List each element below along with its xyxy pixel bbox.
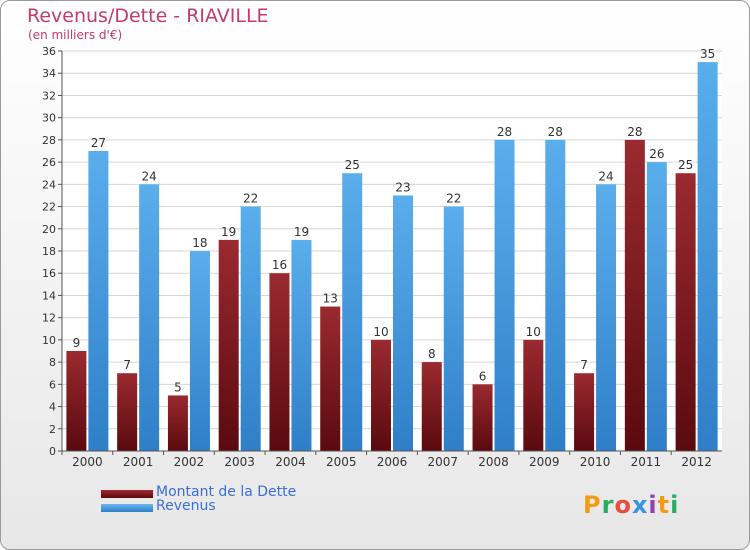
y-tick-label: 10 [42,334,56,347]
revenue-bar [596,184,617,452]
debt-bar [371,339,391,451]
debt-value-label: 9 [73,336,81,350]
debt-bar [574,373,595,451]
y-tick-label: 14 [42,289,56,302]
revenue-bar [393,195,413,451]
revenue-bar [342,173,363,451]
x-tick-label: 2005 [326,455,357,469]
y-tick-label: 8 [49,356,56,369]
revenue-bar [545,139,566,451]
revenue-value-label: 23 [395,180,410,194]
revenue-value-label: 24 [142,169,157,183]
debt-value-label: 13 [323,292,338,306]
revenue-bar [88,151,109,451]
legend-swatch-debt [101,490,153,498]
revenue-value-label: 24 [598,169,613,183]
debt-value-label: 7 [580,358,588,372]
debt-value-label: 10 [373,325,388,339]
debt-bar [218,239,239,451]
x-tick-label: 2008 [478,455,509,469]
y-tick-label: 16 [42,267,56,280]
debt-bar [421,362,442,451]
debt-value-label: 5 [174,380,182,394]
x-tick-label: 2001 [123,455,154,469]
x-tick-label: 2002 [174,455,205,469]
revenue-value-label: 35 [700,47,715,61]
y-tick-label: 32 [42,89,56,102]
debt-value-label: 7 [123,358,131,372]
revenue-value-label: 18 [192,236,207,250]
legend-label-debt: Montant de la Dette [156,484,297,500]
x-tick-label: 2011 [631,455,662,469]
y-tick-label: 34 [42,67,56,80]
x-tick-label: 2010 [580,455,611,469]
y-tick-label: 18 [42,245,56,258]
y-tick-label: 20 [42,223,56,236]
revenue-bar [189,251,210,451]
debt-value-label: 8 [428,347,436,361]
debt-value-label: 10 [526,325,541,339]
y-tick-label: 28 [42,134,56,147]
revenue-value-label: 27 [91,136,106,150]
proxiti-logo: Proxiti [583,491,680,519]
x-tick-label: 2003 [224,455,255,469]
revenue-bar [139,184,160,452]
x-tick-label: 2007 [427,455,458,469]
x-tick-label: 2006 [377,455,408,469]
debt-bar [320,306,341,451]
revenue-value-label: 25 [345,158,360,172]
y-tick-label: 4 [49,401,56,414]
legend-swatch-revenue [101,504,153,512]
y-tick-label: 22 [42,201,56,214]
debt-bar [523,339,544,451]
debt-bar [624,139,645,451]
revenue-value-label: 28 [497,125,512,139]
y-tick-label: 12 [42,312,56,325]
debt-bar [66,351,87,451]
chart-subtitle: (en milliers d'€) [28,28,123,42]
debt-value-label: 19 [221,225,236,239]
y-tick-label: 36 [42,45,56,58]
y-tick-label: 26 [42,156,56,169]
debt-value-label: 28 [627,125,642,139]
revenue-value-label: 22 [446,192,461,206]
revenue-value-label: 28 [548,125,563,139]
revenue-bar [646,162,667,451]
debt-bar [117,373,138,451]
legend-label-revenue: Revenus [156,498,216,514]
x-tick-label: 2004 [275,455,306,469]
revenue-bar [494,139,515,451]
debt-bar [167,395,188,451]
y-tick-label: 0 [49,445,56,458]
x-tick-label: 2012 [681,455,712,469]
y-tick-label: 6 [49,378,56,391]
revenue-bar [443,206,464,451]
x-tick-label: 2000 [72,455,103,469]
revenue-value-label: 26 [649,147,664,161]
revenue-bar [697,62,718,451]
chart-title: Revenus/Dette - RIAVILLE [27,5,269,27]
revenue-bar [291,239,312,451]
debt-bar [675,173,696,451]
debt-value-label: 6 [479,369,487,383]
x-tick-label: 2009 [529,455,560,469]
debt-bar [472,384,493,451]
y-tick-label: 30 [42,112,56,125]
debt-value-label: 16 [272,258,287,272]
revenue-value-label: 22 [243,192,258,206]
y-tick-label: 2 [49,423,56,436]
debt-value-label: 25 [678,158,693,172]
revenue-bar [240,206,261,451]
y-tick-label: 24 [42,178,56,191]
debt-bar [269,273,290,451]
revenue-value-label: 19 [294,225,309,239]
